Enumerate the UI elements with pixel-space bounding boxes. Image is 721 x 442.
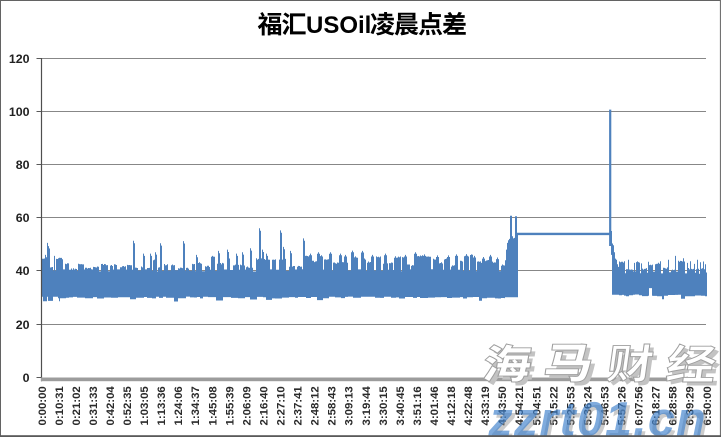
svg-text:1:24:06: 1:24:06 [173, 386, 185, 425]
svg-text:USOil: USOil [306, 12, 371, 39]
svg-text:6:18:27: 6:18:27 [651, 386, 663, 425]
svg-text:80: 80 [16, 158, 30, 172]
svg-text:5:57:26: 5:57:26 [617, 386, 629, 425]
svg-text:zzrt01.cn: zzrt01.cn [488, 393, 707, 438]
svg-text:2:37:41: 2:37:41 [293, 386, 305, 426]
svg-text:0:52:35: 0:52:35 [122, 386, 134, 426]
svg-text:0:00:00: 0:00:00 [37, 386, 49, 425]
svg-text:5:36:24: 5:36:24 [582, 386, 594, 426]
svg-text:120: 120 [9, 52, 30, 66]
svg-text:5:25:53: 5:25:53 [565, 386, 577, 425]
svg-text:2:16:40: 2:16:40 [258, 386, 270, 425]
svg-text:4:54:21: 4:54:21 [514, 386, 526, 426]
svg-text:1:55:39: 1:55:39 [224, 386, 236, 425]
svg-text:0:10:31: 0:10:31 [54, 386, 66, 426]
svg-text:0:21:02: 0:21:02 [71, 386, 83, 425]
svg-text:4:22:48: 4:22:48 [463, 386, 475, 425]
svg-text:2:06:09: 2:06:09 [241, 386, 253, 425]
svg-text:5:46:53: 5:46:53 [600, 386, 612, 425]
svg-text:40: 40 [16, 264, 30, 278]
svg-text:0:31:33: 0:31:33 [88, 386, 100, 425]
svg-text:6:07:56: 6:07:56 [634, 386, 646, 425]
svg-text:4:01:46: 4:01:46 [429, 386, 441, 425]
svg-text:3:09:13: 3:09:13 [344, 386, 356, 425]
svg-text:1:34:37: 1:34:37 [190, 386, 202, 425]
svg-text:2:48:12: 2:48:12 [310, 386, 322, 425]
svg-text:6:50:00: 6:50:00 [702, 386, 714, 425]
svg-text:6:28:58: 6:28:58 [668, 386, 680, 425]
svg-text:100: 100 [9, 105, 30, 119]
svg-text:3:19:44: 3:19:44 [361, 386, 373, 426]
svg-text:6:39:29: 6:39:29 [685, 386, 697, 425]
svg-text:1:03:05: 1:03:05 [139, 386, 151, 426]
svg-text:20: 20 [16, 318, 30, 332]
svg-text:3:51:16: 3:51:16 [412, 386, 424, 425]
svg-text:5:04:51: 5:04:51 [531, 386, 543, 426]
svg-text:1:45:08: 1:45:08 [207, 386, 219, 425]
svg-text:zzrt01.cn: zzrt01.cn [491, 396, 710, 438]
svg-text:5:15:22: 5:15:22 [548, 386, 560, 425]
svg-text:0:42:04: 0:42:04 [105, 386, 117, 426]
svg-text:2:27:10: 2:27:10 [276, 386, 288, 425]
svg-text:60: 60 [16, 211, 30, 225]
svg-text:4:33:19: 4:33:19 [480, 386, 492, 425]
svg-text:3:30:15: 3:30:15 [378, 386, 390, 426]
svg-text:2:58:43: 2:58:43 [327, 386, 339, 425]
svg-text:3:40:45: 3:40:45 [395, 386, 407, 426]
svg-text:4:12:18: 4:12:18 [446, 386, 458, 425]
svg-text:1:13:36: 1:13:36 [156, 386, 168, 425]
svg-text:0: 0 [23, 371, 30, 385]
svg-text:4:43:50: 4:43:50 [497, 386, 509, 425]
